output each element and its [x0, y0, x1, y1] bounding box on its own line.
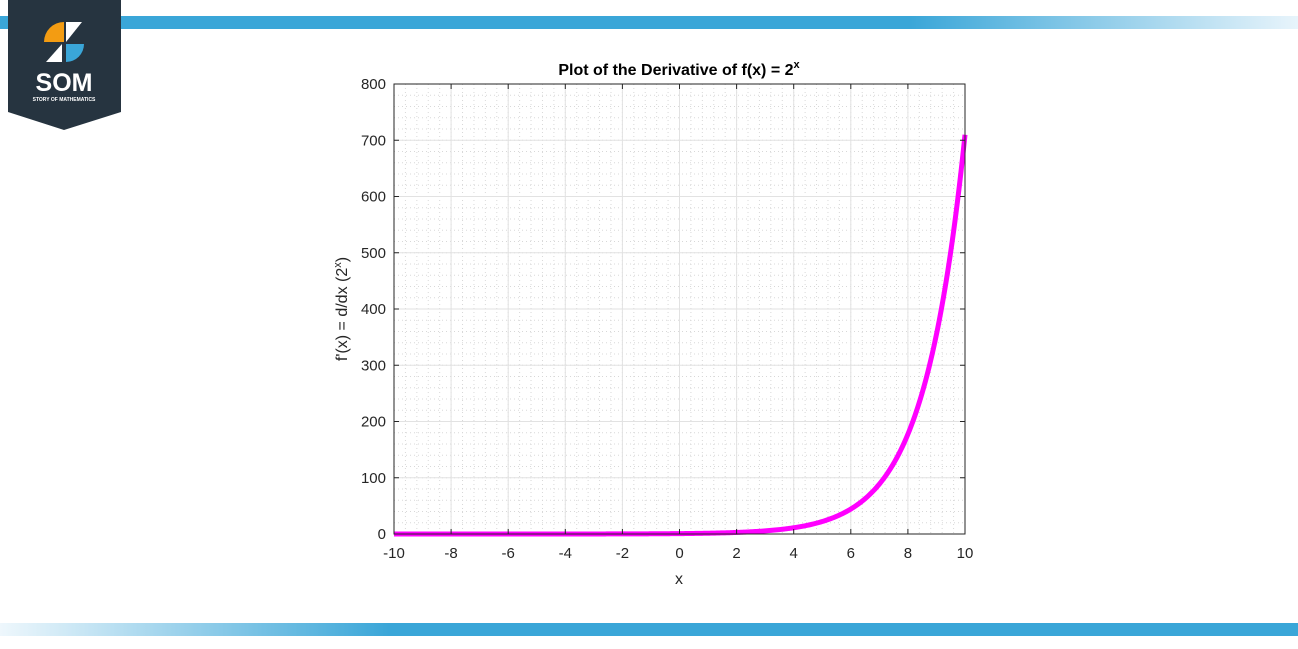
- x-tick-label: -2: [616, 545, 629, 562]
- x-tick-label: -10: [383, 545, 405, 562]
- svg-text:STORY OF MATHEMATICS: STORY OF MATHEMATICS: [33, 97, 96, 103]
- y-tick-label: 300: [361, 357, 386, 374]
- x-tick-label: -6: [502, 545, 515, 562]
- y-tick-label: 600: [361, 189, 386, 206]
- x-tick-label: 2: [732, 545, 740, 562]
- svg-text:SOM: SOM: [36, 69, 93, 97]
- som-logo: SOM STORY OF MATHEMATICS: [8, 0, 121, 130]
- bottom-banner-stripe: [0, 623, 1298, 636]
- x-tick-label: 8: [904, 545, 912, 562]
- x-axis-label: x: [675, 571, 683, 588]
- x-tick-label: 4: [790, 545, 798, 562]
- y-tick-label: 700: [361, 132, 386, 149]
- grid: [393, 83, 966, 535]
- x-tick-label: 10: [957, 545, 974, 562]
- x-tick-label: 6: [847, 545, 855, 562]
- y-tick-label: 0: [378, 526, 386, 543]
- top-banner-stripe: [0, 16, 1298, 29]
- x-tick-label: -4: [559, 545, 572, 562]
- ticks: -10 -8 -6 -4 -2 0 2 4 6 8 100100200300400500600700…: [361, 76, 973, 562]
- y-tick-label: 100: [361, 470, 386, 487]
- x-tick-label: -8: [444, 545, 457, 562]
- y-tick-label: 200: [361, 414, 386, 431]
- y-tick-label: 400: [361, 301, 386, 318]
- chart-title: Plot of the Derivative of f(x) = 2x: [558, 59, 800, 79]
- y-tick-label: 500: [361, 245, 386, 262]
- y-axis-label: f'(x) = d/dx (2x): [332, 257, 351, 361]
- y-tick-label: 800: [361, 76, 386, 93]
- x-tick-label: 0: [675, 545, 683, 562]
